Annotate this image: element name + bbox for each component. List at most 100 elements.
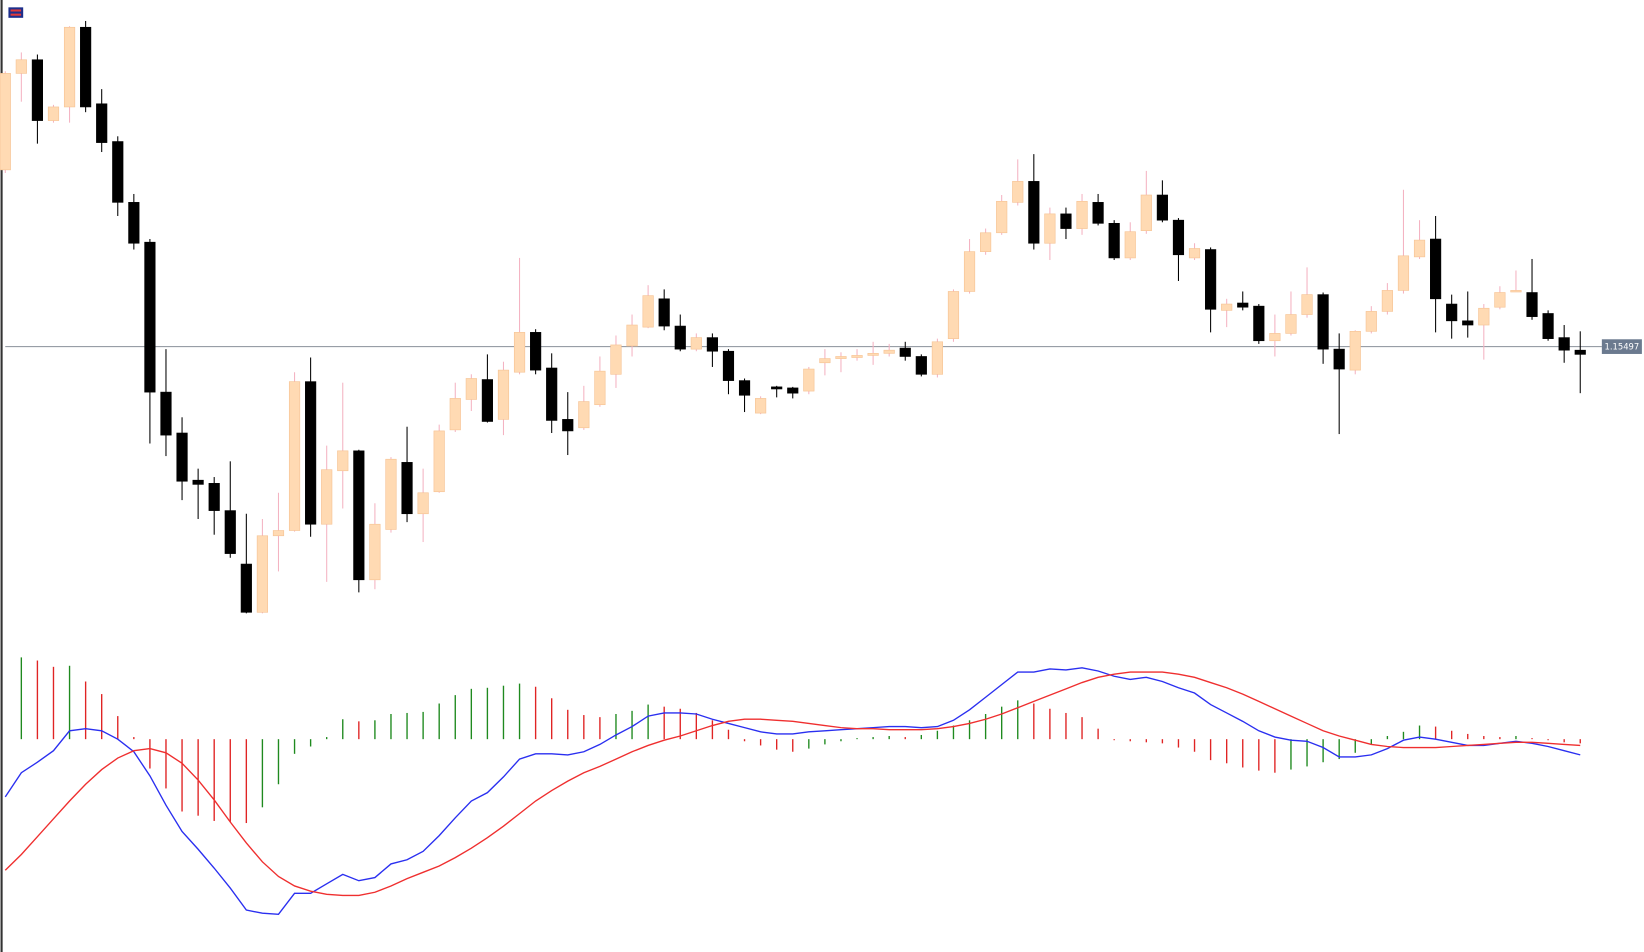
candle-body	[433, 430, 445, 493]
candle-body	[449, 398, 461, 431]
macd-panel	[4, 657, 1581, 915]
candle-body	[31, 59, 43, 121]
candle-body	[706, 337, 718, 352]
candle-body	[15, 59, 27, 74]
candle-body	[1285, 314, 1297, 334]
candle-body	[144, 241, 156, 393]
candle-body	[513, 332, 526, 373]
candle-body	[931, 341, 943, 375]
candle-body	[1253, 305, 1265, 342]
candle-body	[1317, 294, 1329, 350]
candle-body	[771, 386, 783, 390]
candle-body	[530, 332, 542, 371]
candle-body	[240, 563, 252, 613]
macd-line	[4, 667, 1581, 915]
candle-body	[1542, 313, 1554, 339]
candle-body	[1478, 307, 1490, 326]
candle-body	[47, 106, 60, 121]
candle-body	[883, 349, 895, 354]
candle-body	[594, 370, 606, 406]
candle-body	[305, 381, 317, 525]
candle-body	[867, 353, 879, 356]
candle-body	[947, 291, 960, 339]
candle-body	[256, 535, 268, 613]
candle-body	[819, 358, 831, 364]
candle-body	[1430, 238, 1442, 300]
candle-body	[722, 350, 735, 381]
candle-body	[96, 103, 108, 143]
price-label-group: 1.15497	[1601, 339, 1642, 354]
candle-body	[1188, 248, 1201, 259]
candle-body	[1269, 333, 1281, 342]
candle-body	[1237, 302, 1249, 308]
candle-body	[899, 347, 911, 357]
candle-body	[1574, 349, 1586, 355]
candle-body	[208, 483, 220, 511]
candle-body	[497, 369, 510, 420]
candle-body	[1333, 348, 1345, 370]
candle-body	[1012, 181, 1024, 203]
icon-bar	[10, 13, 22, 16]
candle-body	[642, 295, 654, 328]
candle-body	[915, 356, 927, 375]
candle-body	[1526, 292, 1538, 317]
candle-body	[1221, 303, 1233, 311]
candle-body	[980, 232, 992, 252]
candle-body	[835, 356, 847, 359]
candle-body	[224, 510, 236, 554]
candle-body	[1446, 303, 1458, 322]
candle-body	[690, 337, 702, 350]
candle-body	[626, 324, 638, 347]
candle-body	[1060, 213, 1072, 229]
icon-bar	[10, 9, 22, 12]
candle-body	[385, 458, 397, 530]
candle-body	[465, 378, 477, 400]
candle-body	[176, 432, 188, 482]
candle-body	[481, 379, 493, 422]
candle-body	[128, 202, 140, 244]
candle-body	[787, 387, 799, 394]
candle-body	[1413, 239, 1426, 258]
macd-line	[4, 671, 1581, 897]
candle-body	[738, 380, 751, 396]
candle-body	[610, 344, 622, 375]
candle-body	[401, 462, 413, 515]
candle-body	[851, 355, 863, 358]
candle-body	[337, 450, 349, 472]
candle-body	[1365, 311, 1377, 332]
candle-body	[321, 469, 333, 525]
candle-body	[1172, 219, 1185, 256]
candle-body	[80, 26, 92, 108]
menu-icon[interactable]	[8, 7, 24, 18]
price-label: 1.15497	[1604, 342, 1639, 352]
candle-body	[578, 401, 590, 429]
candle-body	[1494, 292, 1506, 308]
candle-body	[1510, 290, 1522, 293]
candle-body	[1108, 223, 1120, 259]
candle-body	[0, 73, 11, 171]
candle-body	[160, 391, 172, 436]
candle-body	[272, 530, 285, 537]
candle-body	[562, 419, 574, 432]
candle-body	[546, 367, 558, 421]
price-label-box	[1601, 339, 1642, 354]
candle-body	[1124, 231, 1136, 259]
candle-body	[658, 298, 670, 327]
candle-body	[1349, 330, 1361, 371]
candle-body	[63, 26, 76, 108]
icon-back	[8, 7, 24, 18]
candle-body	[1205, 249, 1217, 310]
candle-body	[803, 368, 815, 392]
candle-body	[1076, 200, 1088, 229]
candle-body	[369, 523, 381, 581]
candle-body	[755, 398, 767, 414]
candle-body	[192, 479, 204, 485]
candle-body	[417, 492, 429, 515]
candle-body	[674, 325, 686, 350]
candle-body	[1462, 320, 1474, 326]
candle-body	[1558, 337, 1570, 351]
candle-body	[1156, 194, 1168, 221]
candle-body	[996, 200, 1008, 234]
